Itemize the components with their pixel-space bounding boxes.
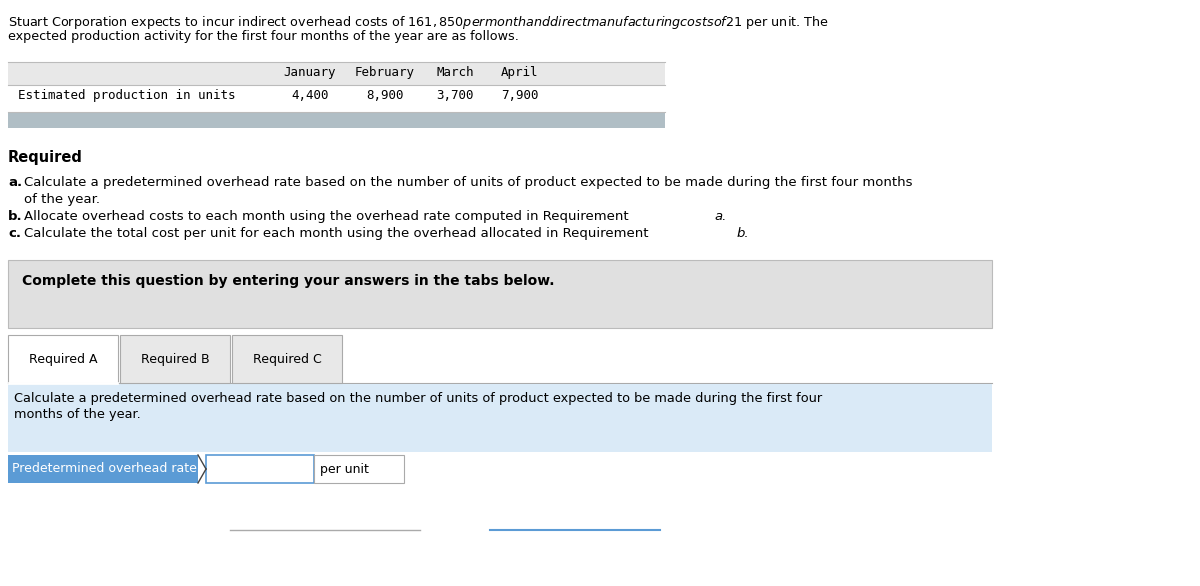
Bar <box>8 455 198 483</box>
Text: Allocate overhead costs to each month using the overhead rate computed in Requir: Allocate overhead costs to each month us… <box>24 210 632 223</box>
Text: April: April <box>502 66 539 79</box>
Text: 4,400: 4,400 <box>292 89 329 102</box>
Bar <box>206 455 314 483</box>
Text: March: March <box>437 66 474 79</box>
Text: 7,900: 7,900 <box>502 89 539 102</box>
Text: Estimated production in units: Estimated production in units <box>18 89 235 102</box>
Text: expected production activity for the first four months of the year are as follow: expected production activity for the fir… <box>8 30 518 43</box>
Text: of the year.: of the year. <box>24 193 100 206</box>
Text: Required B: Required B <box>140 353 209 366</box>
Text: b.: b. <box>8 210 23 223</box>
Text: 3,700: 3,700 <box>437 89 474 102</box>
Text: Predetermined overhead rate: Predetermined overhead rate <box>12 462 197 475</box>
Text: Calculate a predetermined overhead rate based on the number of units of product : Calculate a predetermined overhead rate … <box>24 176 912 189</box>
Text: a.: a. <box>8 176 22 189</box>
Text: January: January <box>283 66 336 79</box>
Bar <box>120 335 230 383</box>
Text: per unit: per unit <box>320 462 368 475</box>
Bar <box>8 260 992 328</box>
Text: Stuart Corporation expects to incur indirect overhead costs of $161,850 per mont: Stuart Corporation expects to incur indi… <box>8 14 829 31</box>
Bar <box>314 455 404 483</box>
Text: 8,900: 8,900 <box>366 89 403 102</box>
Bar <box>8 384 992 452</box>
Text: Calculate a predetermined overhead rate based on the number of units of product : Calculate a predetermined overhead rate … <box>14 392 822 405</box>
Bar <box>8 112 665 128</box>
Text: Required C: Required C <box>253 353 322 366</box>
Text: February: February <box>355 66 415 79</box>
Text: Required: Required <box>8 150 83 165</box>
Bar <box>8 85 665 112</box>
Bar <box>8 62 665 85</box>
Text: Required A: Required A <box>29 353 97 366</box>
Text: Calculate the total cost per unit for each month using the overhead allocated in: Calculate the total cost per unit for ea… <box>24 227 653 240</box>
Bar <box>8 335 118 383</box>
Text: Complete this question by entering your answers in the tabs below.: Complete this question by entering your … <box>22 274 554 288</box>
Bar <box>232 335 342 383</box>
Text: c.: c. <box>8 227 22 240</box>
Text: b.: b. <box>737 227 750 240</box>
Text: a.: a. <box>714 210 726 223</box>
Text: months of the year.: months of the year. <box>14 408 140 421</box>
